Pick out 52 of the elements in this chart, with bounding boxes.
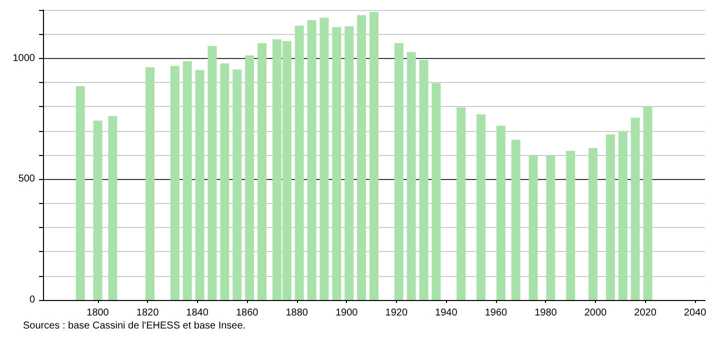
bar [406,52,416,300]
source-note: Sources : base Cassini de l'EHESS et base Insee. [23,320,246,332]
bar [357,15,366,300]
bar [245,55,254,300]
bar [432,83,441,300]
bar [232,69,242,300]
x-tick-label: 1840 [186,308,209,318]
x-tick-label: 1980 [534,308,558,318]
x-tick-label: 2020 [634,308,657,318]
bar [332,27,342,300]
bar [370,12,378,300]
bar [528,156,538,300]
bar [182,61,192,300]
x-tick-label: 2000 [584,308,608,318]
bar [419,60,428,300]
x-tick-label: 1900 [336,308,358,318]
bar [588,148,598,300]
bar [76,86,85,300]
y-tick-label: 500 [18,174,36,185]
bar [146,67,155,300]
bar [208,46,217,300]
x-tick-label: 2040 [684,308,707,318]
bar [307,20,316,300]
x-tick-label: 1820 [136,308,160,318]
x-tick-label: 1860 [236,308,259,318]
bar [394,43,404,300]
bar [170,66,180,300]
bar [258,43,267,300]
bar [93,120,102,300]
bar [108,116,118,300]
bar [643,106,652,300]
bar [220,63,230,300]
bar [566,150,576,300]
x-tick-label: 1880 [286,308,308,318]
bar [511,140,520,300]
bar [630,118,640,300]
x-tick-label: 1960 [484,308,508,318]
y-tick-label: 0 [29,294,36,306]
x-tick-label: 1920 [385,308,408,318]
bar [546,156,556,300]
bar [606,134,615,300]
x-tick-label: 1800 [86,308,110,318]
y-tick-label: 1000 [12,52,36,64]
bar [294,26,304,300]
bar [618,131,628,300]
bar [344,26,354,300]
bar [496,126,506,300]
bar [456,107,466,300]
bar [476,114,486,300]
x-tick-label: 1940 [435,308,458,318]
bar [195,70,204,300]
bar [320,18,329,300]
